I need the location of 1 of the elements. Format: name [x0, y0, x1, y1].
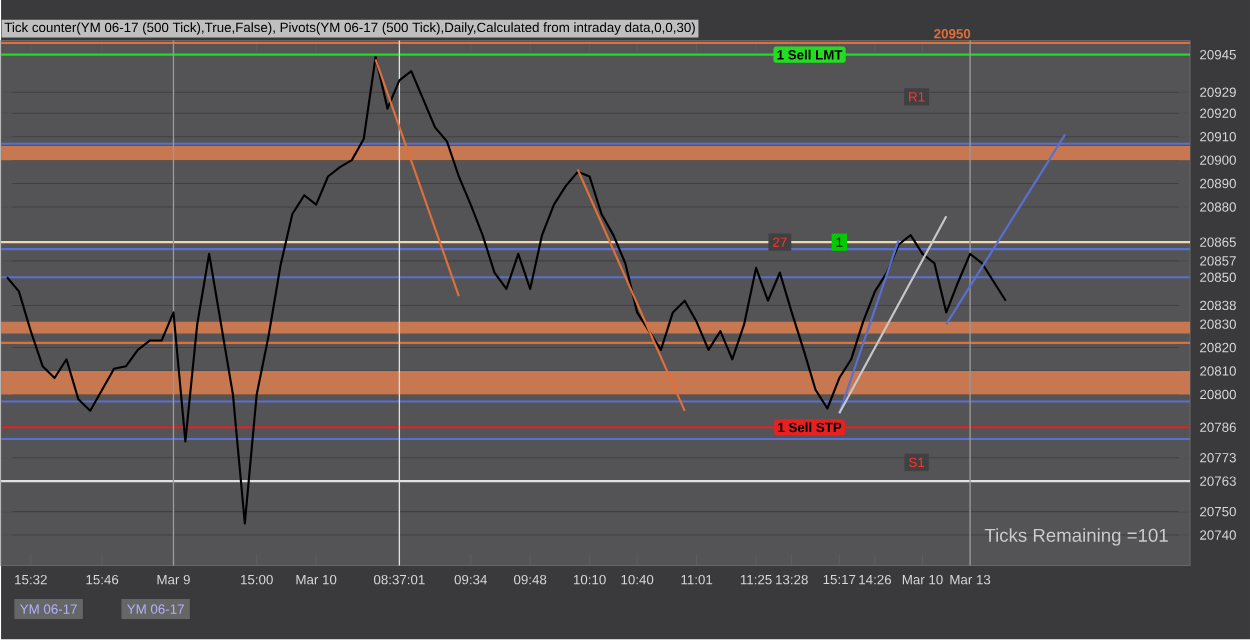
- annotation: Ticks Remaining =101: [984, 528, 1168, 546]
